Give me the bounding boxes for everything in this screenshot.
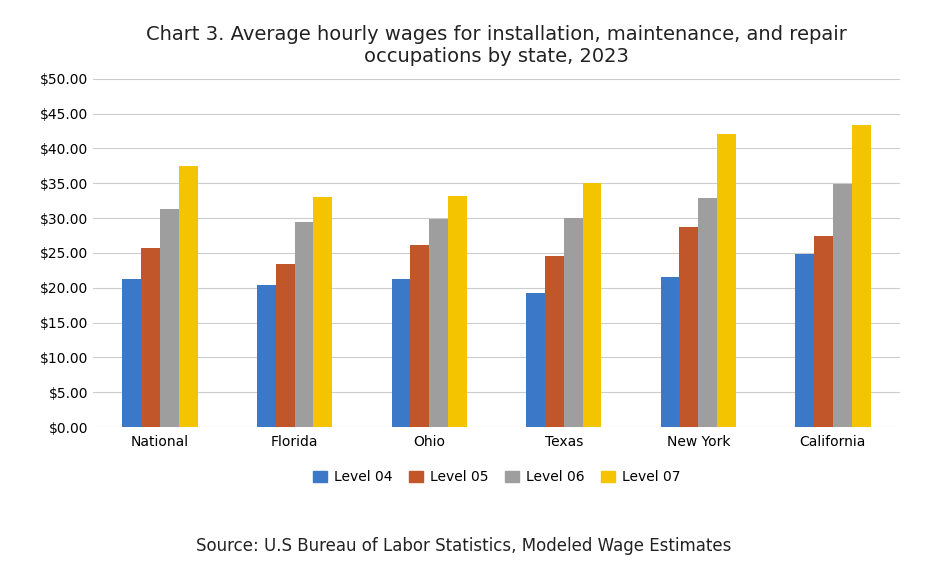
Bar [313,197,332,427]
Bar [141,248,160,427]
Bar [428,219,448,427]
Bar [179,166,197,427]
Bar [679,226,697,427]
Bar [544,256,563,427]
Bar [582,183,601,427]
Bar [813,236,832,427]
Bar [660,277,679,427]
Bar [717,134,735,427]
Bar [391,279,410,427]
Bar [122,279,141,427]
Bar [526,293,544,427]
Bar [851,125,870,427]
Bar [410,245,429,427]
Bar [275,264,295,427]
Bar [564,218,582,427]
Bar [448,196,466,427]
Bar [257,285,275,427]
Bar [295,221,313,427]
Bar [832,184,851,427]
Title: Chart 3. Average hourly wages for installation, maintenance, and repair
occupati: Chart 3. Average hourly wages for instal… [146,25,846,66]
Legend: Level 04, Level 05, Level 06, Level 07: Level 04, Level 05, Level 06, Level 07 [307,465,685,490]
Bar [698,198,717,427]
Bar [160,209,179,427]
Bar [794,254,813,427]
Text: Source: U.S Bureau of Labor Statistics, Modeled Wage Estimates: Source: U.S Bureau of Labor Statistics, … [197,537,730,555]
